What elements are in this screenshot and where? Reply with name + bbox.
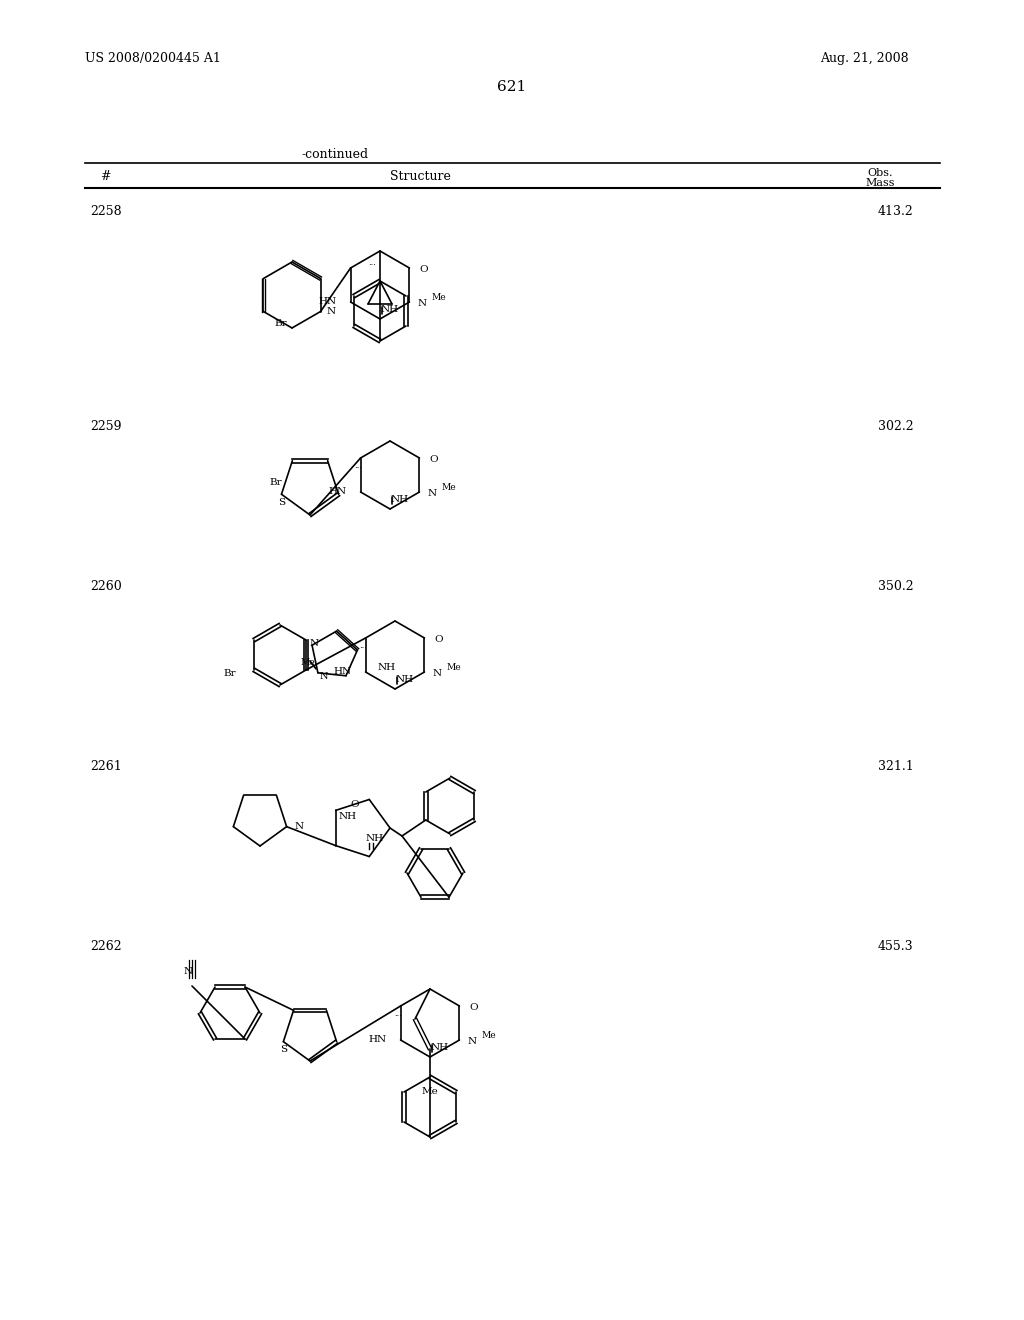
Text: Mass: Mass — [865, 178, 895, 187]
Text: S: S — [278, 498, 285, 507]
Text: ...: ... — [354, 462, 362, 470]
Text: Br: Br — [269, 478, 283, 487]
Text: N: N — [432, 669, 441, 678]
Text: HN: HN — [334, 668, 351, 676]
Text: O: O — [429, 455, 437, 465]
Text: Structure: Structure — [389, 170, 451, 183]
Text: #: # — [100, 170, 111, 183]
Text: N: N — [418, 300, 427, 309]
Text: NH: NH — [339, 812, 356, 821]
Text: Br: Br — [223, 669, 236, 678]
Text: Me: Me — [431, 293, 446, 302]
Text: NH: NH — [391, 495, 409, 503]
Text: 2260: 2260 — [90, 579, 122, 593]
Text: HN: HN — [369, 1035, 386, 1044]
Text: N: N — [309, 639, 318, 648]
Text: NH: NH — [378, 663, 396, 672]
Text: Aug. 21, 2008: Aug. 21, 2008 — [820, 51, 908, 65]
Text: N: N — [295, 822, 304, 832]
Text: 2261: 2261 — [90, 760, 122, 774]
Text: N: N — [319, 672, 329, 681]
Text: O: O — [434, 635, 442, 644]
Text: O: O — [350, 800, 358, 809]
Text: ...: ... — [368, 259, 376, 267]
Text: S: S — [280, 1045, 287, 1055]
Text: N: N — [467, 1038, 476, 1047]
Text: -continued: -continued — [301, 148, 369, 161]
Text: Me: Me — [481, 1031, 496, 1040]
Text: NH: NH — [366, 834, 383, 843]
Text: N: N — [427, 490, 436, 499]
Text: N: N — [327, 308, 336, 315]
Text: US 2008/0200445 A1: US 2008/0200445 A1 — [85, 51, 221, 65]
Text: Br: Br — [274, 319, 287, 329]
Text: NH: NH — [431, 1043, 450, 1052]
Text: Me: Me — [446, 664, 461, 672]
Text: O: O — [469, 1003, 478, 1012]
Text: Me: Me — [422, 1086, 438, 1096]
Text: 321.1: 321.1 — [878, 760, 913, 774]
Text: 621: 621 — [498, 81, 526, 94]
Text: 413.2: 413.2 — [878, 205, 913, 218]
Text: 2258: 2258 — [90, 205, 122, 218]
Text: NH: NH — [381, 305, 399, 314]
Text: N: N — [183, 968, 193, 977]
Text: Obs.: Obs. — [867, 168, 893, 178]
Text: 455.3: 455.3 — [878, 940, 913, 953]
Text: NH: NH — [396, 675, 414, 684]
Text: 302.2: 302.2 — [878, 420, 913, 433]
Text: ...: ... — [394, 1010, 402, 1018]
Text: HN: HN — [318, 297, 337, 306]
Text: Me: Me — [441, 483, 456, 492]
Text: Me: Me — [301, 659, 315, 668]
Text: 2262: 2262 — [90, 940, 122, 953]
Text: 2259: 2259 — [90, 420, 122, 433]
Text: HN: HN — [329, 487, 346, 496]
Text: ...: ... — [359, 642, 368, 649]
Text: 350.2: 350.2 — [878, 579, 913, 593]
Text: O: O — [419, 265, 428, 275]
